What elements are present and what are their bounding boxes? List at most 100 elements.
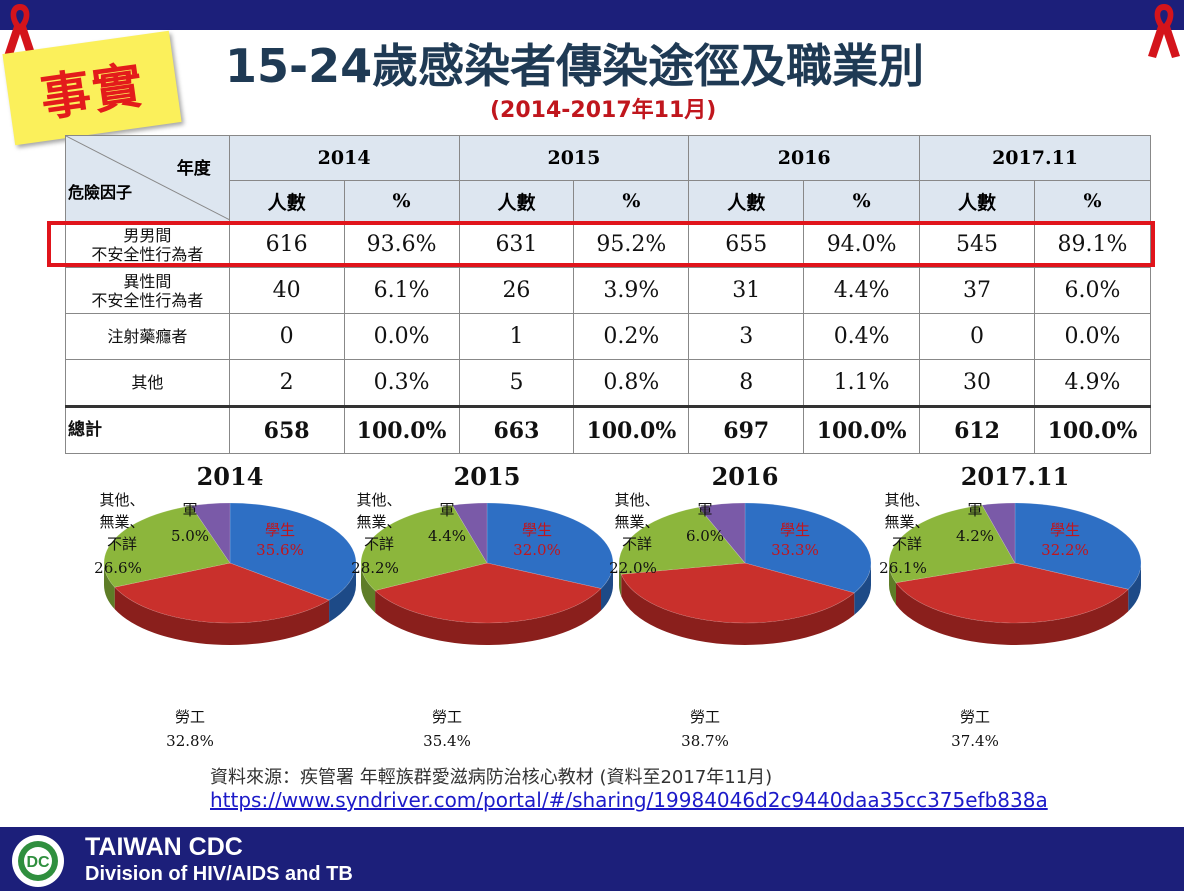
row-label-line: 異性間 xyxy=(123,271,172,291)
table-cell: 2 xyxy=(228,359,345,407)
student-pct: 35.6% xyxy=(256,541,304,559)
table-cell: 0.8% xyxy=(573,359,690,407)
table-row: 其他 2 0.3% 5 0.8% 8 1.1% 30 4.9% xyxy=(65,359,1152,407)
other-label: 其他、 xyxy=(614,491,659,509)
top-bar xyxy=(0,0,1184,30)
student-label: 學生 xyxy=(1050,521,1080,539)
pie-slice xyxy=(981,502,1016,565)
table-cell: 31 xyxy=(688,267,805,314)
table-cell: 1.1% xyxy=(803,359,921,407)
pie-slice xyxy=(620,562,855,624)
table-cell: 6.1% xyxy=(343,267,460,314)
table-cell: 100.0% xyxy=(343,405,460,454)
pie-slice xyxy=(114,562,330,624)
pie-chart xyxy=(618,502,872,645)
year-header: 2016 xyxy=(688,135,921,181)
pie-title: 2016 xyxy=(712,462,779,491)
row-label-line: 不安全性行為者 xyxy=(91,244,204,264)
table-cell: 89.1% xyxy=(1033,221,1152,268)
row-label: 其他 xyxy=(65,359,230,407)
table-corner-header: 年度 危險因子 xyxy=(65,135,230,222)
sub-header: % xyxy=(343,180,460,222)
footer-bar: DC TAIWAN CDC Division of HIV/AIDS and T… xyxy=(0,827,1184,891)
sub-header: 人數 xyxy=(458,180,575,222)
table-cell: 40 xyxy=(228,267,345,314)
student-pct: 33.3% xyxy=(771,541,819,559)
other-label: 無業、 xyxy=(99,513,144,531)
source-note: 資料來源：疾管署 年輕族群愛滋病防治核心教材 (資料至2017年11月) xyxy=(210,767,773,788)
other-label: 不詳 xyxy=(107,535,137,553)
pie-title: 2015 xyxy=(454,462,521,491)
table-cell: 30 xyxy=(919,359,1035,407)
table-cell: 3 xyxy=(688,313,805,360)
table-cell: 4.4% xyxy=(803,267,921,314)
table-cell: 8 xyxy=(688,359,805,407)
labor-label: 勞工 xyxy=(432,708,462,726)
table-cell: 0 xyxy=(919,313,1035,360)
student-label: 學生 xyxy=(780,521,810,539)
pie-title: 2014 xyxy=(197,462,264,491)
red-ribbon-icon xyxy=(4,4,36,58)
row-label-line: 不安全性行為者 xyxy=(91,290,204,310)
table-cell: 631 xyxy=(458,221,575,268)
pie-slice xyxy=(698,502,746,564)
table-row: 注射藥癮者 0 0.0% 1 0.2% 3 0.4% 0 0.0% xyxy=(65,313,1152,360)
row-label: 男男間 不安全性行為者 xyxy=(65,221,230,268)
table-cell: 663 xyxy=(458,405,575,454)
pie-slice-side xyxy=(329,563,356,623)
msm-row-highlight xyxy=(47,221,1155,267)
page-subtitle: (2014-2017年11月) xyxy=(490,98,717,123)
labor-pct: 32.8% xyxy=(166,732,214,750)
other-pct: 22.0% xyxy=(609,559,657,577)
pie-chart xyxy=(360,502,614,645)
table-cell: 6.0% xyxy=(1033,267,1152,314)
corner-year-label: 年度 xyxy=(176,159,211,179)
footer-org: TAIWAN CDC xyxy=(85,833,243,861)
table-cell: 0 xyxy=(228,313,345,360)
labor-pct: 38.7% xyxy=(681,732,729,750)
pie-slice xyxy=(744,502,872,594)
pie-slice xyxy=(103,505,231,588)
pie-slice xyxy=(486,502,614,589)
pie-slice-side xyxy=(104,563,115,610)
table-cell: 37 xyxy=(919,267,1035,314)
table-cell: 94.0% xyxy=(803,221,921,268)
other-label: 不詳 xyxy=(364,535,394,553)
page-title: 15-24歲感染者傳染途徑及職業別 xyxy=(225,39,925,93)
pie-slice-side xyxy=(854,563,871,615)
source-link[interactable]: https://www.syndriver.com/portal/#/shari… xyxy=(210,788,1048,812)
table-row: 異性間 不安全性行為者 40 6.1% 26 3.9% 31 4.4% 37 6.… xyxy=(65,267,1152,314)
table-cell: 100.0% xyxy=(803,405,921,454)
army-pct: 5.0% xyxy=(171,527,209,545)
year-header: 2017.11 xyxy=(919,135,1151,181)
corner-diagonal xyxy=(66,136,230,220)
pie-slice-side xyxy=(1128,563,1141,612)
table-cell: 655 xyxy=(688,221,805,268)
table-row: 男男間 不安全性行為者 616 93.6% 631 95.2% 655 94.0%… xyxy=(65,221,1152,268)
other-label: 無業、 xyxy=(884,513,929,531)
other-label: 無業、 xyxy=(356,513,401,531)
table-cell: 100.0% xyxy=(573,405,690,454)
table-cell: 93.6% xyxy=(343,221,460,268)
other-label: 無業、 xyxy=(614,513,659,531)
pie-chart xyxy=(103,502,357,645)
other-pct: 28.2% xyxy=(351,559,399,577)
table-cell: 3.9% xyxy=(573,267,690,314)
total-row: 總計 658 100.0% 663 100.0% 697 100.0% 612 … xyxy=(65,405,1152,454)
sub-header: 人數 xyxy=(228,180,345,222)
student-pct: 32.0% xyxy=(513,541,561,559)
footer-division: Division of HIV/AIDS and TB xyxy=(85,863,353,885)
row-label-line: 男男間 xyxy=(123,225,172,245)
pie-slice xyxy=(1014,502,1142,590)
year-header: 2014 xyxy=(228,135,460,181)
pie-slice-side xyxy=(621,574,855,645)
other-label: 其他、 xyxy=(356,491,401,509)
taiwan-cdc-logo-icon: DC xyxy=(12,835,64,887)
table-cell: 0.3% xyxy=(343,359,460,407)
pie-slice-side xyxy=(889,563,897,605)
army-pct: 6.0% xyxy=(686,527,724,545)
student-pct: 32.2% xyxy=(1041,541,1089,559)
table-cell: 26 xyxy=(458,267,575,314)
pie-chart xyxy=(888,502,1142,645)
pie-slice-side xyxy=(601,563,613,611)
